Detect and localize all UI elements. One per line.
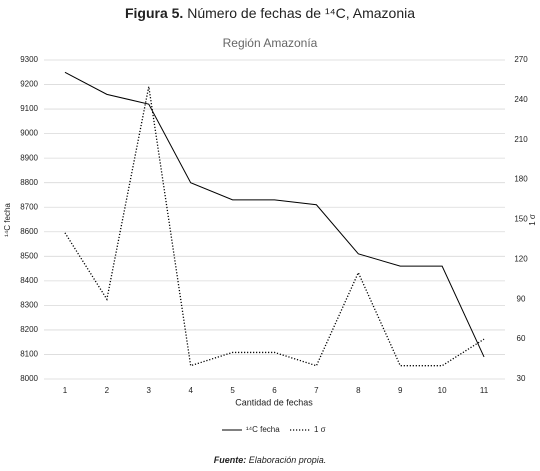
series-line bbox=[64, 86, 485, 367]
x-tick-label: 3 bbox=[147, 386, 152, 395]
y2-tick-label: 60 bbox=[517, 334, 526, 343]
legend-label: ¹⁴C fecha bbox=[246, 425, 280, 434]
x-tick-label: 2 bbox=[105, 386, 110, 395]
y-tick-label: 8700 bbox=[20, 202, 38, 211]
x-tick-label: 4 bbox=[188, 386, 193, 395]
y2-tick-label: 30 bbox=[517, 374, 526, 383]
y-tick-label: 9100 bbox=[20, 104, 38, 113]
x-tick-label: 10 bbox=[438, 386, 447, 395]
figure-caption: Figura 5. Número de fechas de ¹⁴C, Amazo… bbox=[125, 5, 415, 21]
x-tick-label: 8 bbox=[356, 386, 361, 395]
source-text: Elaboración propia. bbox=[249, 455, 327, 465]
y-tick-label: 9000 bbox=[20, 129, 38, 138]
x-tick-label: 11 bbox=[480, 386, 489, 395]
y2-tick-label: 90 bbox=[517, 294, 526, 303]
y-tick-label: 8500 bbox=[20, 251, 38, 260]
caption-label: Figura 5. bbox=[125, 5, 183, 21]
y2-tick-label: 120 bbox=[514, 254, 528, 263]
series-line bbox=[64, 71, 485, 358]
y2-tick-label: 270 bbox=[514, 55, 528, 64]
x-tick-label: 9 bbox=[398, 386, 403, 395]
x-tick-label: 6 bbox=[272, 386, 277, 395]
y-tick-label: 8100 bbox=[20, 350, 38, 359]
y-tick-label: 8200 bbox=[20, 325, 38, 334]
y-tick-label: 8900 bbox=[20, 153, 38, 162]
y2-tick-label: 150 bbox=[514, 215, 528, 224]
chart-title: Región Amazonía bbox=[223, 36, 318, 50]
y-tick-label: 9200 bbox=[20, 80, 38, 89]
y-axis-label: ¹⁴C fecha bbox=[3, 203, 12, 237]
y2-tick-label: 210 bbox=[514, 135, 528, 144]
x-axis-label: Cantidad de fechas bbox=[235, 397, 313, 407]
y-tick-label: 8400 bbox=[20, 276, 38, 285]
y2-tick-label: 240 bbox=[514, 95, 528, 104]
y-tick-label: 9300 bbox=[20, 55, 38, 64]
y-tick-label: 8600 bbox=[20, 227, 38, 236]
y-tick-label: 8300 bbox=[20, 300, 38, 309]
y-tick-label: 8800 bbox=[20, 178, 38, 187]
y2-axis-label: 1 σ bbox=[528, 214, 537, 226]
source-note: Fuente: Elaboración propia. bbox=[214, 455, 327, 465]
y2-tick-label: 180 bbox=[514, 175, 528, 184]
source-label: Fuente: bbox=[214, 455, 247, 465]
y-tick-label: 8000 bbox=[20, 374, 38, 383]
legend-label: 1 σ bbox=[314, 425, 326, 434]
x-tick-label: 7 bbox=[314, 386, 319, 395]
caption-text: Número de fechas de ¹⁴C, Amazonia bbox=[187, 5, 415, 21]
x-tick-label: 5 bbox=[230, 386, 235, 395]
x-tick-label: 1 bbox=[63, 386, 68, 395]
